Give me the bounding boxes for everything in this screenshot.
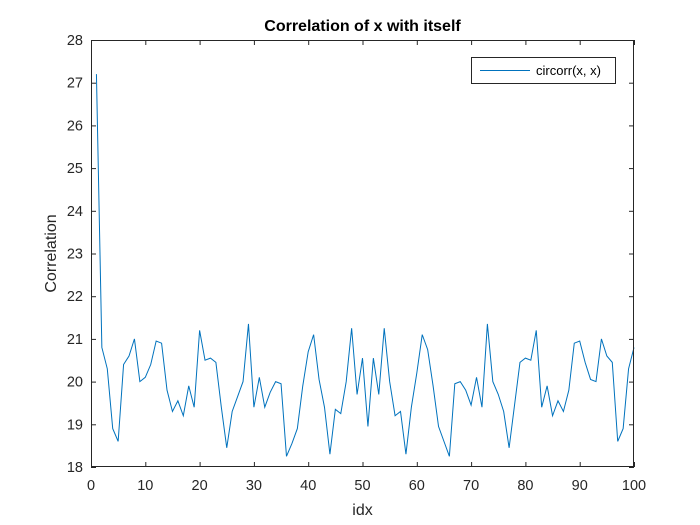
- y-axis-label: Correlation: [43, 214, 60, 292]
- x-tick-label-0: 0: [87, 478, 95, 494]
- series-line-circorr: [95, 74, 635, 457]
- y-tick-label-27: 27: [67, 76, 83, 92]
- y-tick-label-21: 21: [67, 332, 83, 348]
- y-tick-label-22: 22: [67, 289, 83, 305]
- y-tick-label-19: 19: [67, 417, 83, 433]
- legend: circorr(x, x): [471, 57, 616, 84]
- y-tick-label-28: 28: [67, 33, 83, 49]
- y-tick-label-18: 18: [67, 460, 83, 476]
- x-tick-label-70: 70: [463, 478, 479, 494]
- y-tick-label-24: 24: [67, 204, 83, 220]
- x-tick-label-100: 100: [622, 478, 646, 494]
- x-tick-label-30: 30: [246, 478, 262, 494]
- legend-label: circorr(x, x): [536, 63, 601, 78]
- y-tick-label-25: 25: [67, 161, 83, 177]
- x-tick-label-10: 10: [137, 478, 153, 494]
- x-tick-label-40: 40: [300, 478, 316, 494]
- chart-title: Correlation of x with itself: [264, 18, 461, 35]
- x-tick-label-60: 60: [409, 478, 425, 494]
- plot-area: [91, 40, 634, 467]
- x-tick-label-50: 50: [354, 478, 370, 494]
- x-tick-label-90: 90: [572, 478, 588, 494]
- x-tick-label-20: 20: [192, 478, 208, 494]
- x-tick-label-80: 80: [517, 478, 533, 494]
- tick-labels: 0 10 20 30 40 50 60 70 80 90 100 18 19 20 21 22 23 24 25 26…: [67, 33, 646, 494]
- axes-box: [91, 40, 634, 467]
- x-axis-label: idx: [352, 502, 372, 519]
- y-tick-label-20: 20: [67, 375, 83, 391]
- y-tick-label-23: 23: [67, 247, 83, 263]
- y-tick-label-26: 26: [67, 118, 83, 134]
